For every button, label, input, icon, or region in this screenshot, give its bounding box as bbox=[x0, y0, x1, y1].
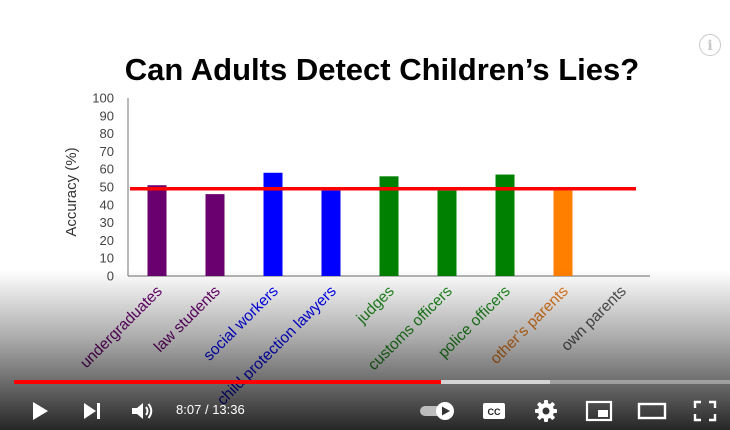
settings-icon bbox=[535, 400, 557, 422]
theater-mode-icon bbox=[637, 402, 667, 420]
bar-1 bbox=[205, 194, 225, 276]
captions-button[interactable]: CC bbox=[480, 396, 508, 426]
y-tick-label: 20 bbox=[100, 233, 114, 248]
bar-0 bbox=[147, 185, 167, 276]
mute-button[interactable] bbox=[128, 396, 158, 426]
miniplayer-button[interactable] bbox=[584, 396, 614, 426]
x-tick-label: judges bbox=[353, 283, 398, 328]
info-icon[interactable]: i bbox=[699, 34, 721, 56]
volume-icon bbox=[132, 403, 153, 419]
progress-played bbox=[14, 380, 442, 384]
captions-icon: CC bbox=[483, 403, 505, 419]
bar-7 bbox=[553, 190, 573, 276]
y-tick-label: 60 bbox=[100, 162, 114, 177]
settings-button[interactable] bbox=[532, 396, 560, 426]
miniplayer-icon bbox=[585, 400, 613, 422]
x-tick-label: child protection lawyers bbox=[214, 283, 340, 409]
bar-6 bbox=[495, 174, 515, 276]
chart-title: Can Adults Detect Children’s Lies? bbox=[125, 52, 639, 87]
y-tick-label: 10 bbox=[100, 251, 114, 266]
bar-3 bbox=[321, 190, 341, 276]
next-icon bbox=[84, 403, 100, 419]
y-tick-label: 70 bbox=[100, 144, 114, 159]
y-tick-label: 30 bbox=[100, 215, 114, 230]
next-button[interactable] bbox=[78, 396, 106, 426]
y-tick-label: 50 bbox=[100, 180, 114, 195]
svg-text:CC: CC bbox=[488, 407, 501, 417]
fullscreen-button[interactable] bbox=[690, 396, 720, 426]
time-separator: / bbox=[204, 402, 209, 417]
time-current: 8:07 bbox=[176, 402, 202, 417]
bar-2 bbox=[263, 172, 283, 276]
bar-4 bbox=[379, 176, 399, 276]
autoplay-toggle-icon bbox=[420, 402, 454, 420]
x-tick-label: undergraduates bbox=[77, 283, 166, 372]
y-tick-label: 80 bbox=[100, 126, 114, 141]
fullscreen-icon bbox=[693, 400, 717, 422]
y-tick-label: 90 bbox=[100, 108, 114, 123]
y-tick-label: 100 bbox=[92, 91, 114, 106]
y-axis-label: Accuracy (%) bbox=[63, 147, 80, 236]
time-display: 8:07 / 13:36 bbox=[176, 402, 245, 417]
y-tick-label: 40 bbox=[100, 197, 114, 212]
play-button[interactable] bbox=[26, 396, 54, 426]
play-icon bbox=[33, 402, 48, 420]
bar-5 bbox=[437, 190, 457, 276]
time-total: 13:36 bbox=[212, 402, 245, 417]
y-tick-label: 0 bbox=[107, 269, 114, 284]
autoplay-toggle[interactable] bbox=[418, 396, 458, 426]
theater-mode-button[interactable] bbox=[636, 396, 668, 426]
